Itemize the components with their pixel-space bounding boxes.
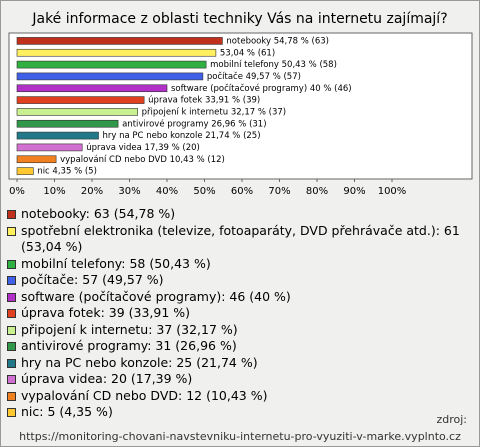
bar: [16, 119, 119, 128]
chart-title: Jaké informace z oblasti techniky Vás na…: [31, 11, 447, 27]
x-tick-label: 0%: [9, 186, 25, 197]
legend-swatch: [7, 391, 16, 401]
legend-label: nic: 5 (4,35 %): [21, 404, 113, 419]
legend-item: úprava videa: 20 (17,39 %): [7, 371, 469, 388]
legend-label: mobilní telefony: 58 (50,43 %): [21, 255, 211, 271]
legend-swatch: [7, 292, 16, 302]
x-tick-label: 30%: [118, 186, 140, 197]
x-tick-label: 60%: [231, 186, 253, 197]
source-label: zdroj:: [436, 413, 467, 426]
bar: [16, 155, 57, 164]
bar: [16, 131, 99, 140]
legend-item: notebooky: 63 (54,78 %): [7, 206, 469, 223]
x-tick-label: 50%: [193, 186, 215, 197]
x-tick-label: 90%: [343, 186, 365, 197]
x-tick-label: 100%: [378, 186, 407, 197]
value-label: mobilní telefony 50,43 % (58): [210, 60, 337, 70]
legend-item: úprava fotek: 39 (33,91 %): [7, 305, 469, 322]
legend-swatch: [7, 259, 16, 269]
x-tick-label: 80%: [306, 186, 328, 197]
legend-label: hry na PC nebo konzole: 25 (21,74 %): [21, 354, 258, 370]
legend-swatch: [7, 325, 16, 335]
legend-label: počítače: 57 (49,57 %): [21, 272, 164, 287]
bar: [16, 143, 83, 152]
legend-label: software (počítačové programy): 46 (40 %…: [21, 288, 291, 304]
value-label: připojení k internetu 32,17 % (37): [142, 107, 286, 117]
legend-item: nic: 5 (4,35 %): [7, 404, 469, 421]
value-label: 53,04 % (61): [220, 48, 275, 58]
chart: Jaké informace z oblasti techniky Vás na…: [8, 11, 473, 197]
value-label: vypalování CD nebo DVD 10,43 % (12): [60, 155, 225, 165]
value-label: software (počítačové programy) 40 % (46): [171, 83, 352, 94]
value-label: notebooky 54,78 % (63): [226, 36, 329, 46]
value-label: hry na PC nebo konzole 21,74 % (25): [103, 131, 261, 141]
legend-item: antivirové programy: 31 (26,96 %): [7, 338, 469, 355]
value-label: úprava fotek 33,91 % (39): [148, 96, 260, 106]
legend-swatch: [7, 276, 16, 285]
value-label: nic 4,35 % (5): [37, 167, 97, 177]
legend-label: vypalování CD nebo DVD: 12 (10,43 %): [21, 387, 268, 403]
legend-swatch: [7, 342, 16, 351]
bar: [16, 84, 168, 93]
value-label: počítače 49,57 % (57): [207, 71, 301, 82]
legend-label: spotřební elektronika (televize, fotoapa…: [21, 222, 460, 255]
legend-swatch: [7, 408, 16, 417]
legend-item: počítače: 57 (49,57 %): [7, 272, 469, 289]
legend-label: úprava fotek: 39 (33,91 %): [21, 305, 191, 320]
legend-item: spotřební elektronika (televize, fotoapa…: [7, 223, 469, 256]
bar: [16, 48, 217, 57]
plot-area: [8, 32, 473, 180]
legend-label: antivirové programy: 31 (26,96 %): [21, 338, 237, 353]
legend: notebooky: 63 (54,78 %) spotřební elektro…: [7, 206, 469, 421]
bar: [16, 60, 207, 69]
value-label: antivirové programy 26,96 % (31): [122, 118, 266, 129]
legend-label: úprava videa: 20 (17,39 %): [21, 371, 193, 386]
bar: [16, 96, 145, 104]
legend-item: hry na PC nebo konzole: 25 (21,74 %): [7, 355, 469, 372]
legend-item: připojení k internetu: 37 (32,17 %): [7, 322, 469, 339]
x-tick-label: 70%: [268, 186, 290, 197]
bar: [16, 167, 34, 175]
legend-swatch: [7, 358, 16, 368]
legend-label: notebooky: 63 (54,78 %): [21, 206, 176, 221]
legend-swatch: [7, 226, 16, 236]
bar: [16, 108, 138, 116]
x-tick-label: 40%: [156, 186, 178, 197]
legend-label: připojení k internetu: 37 (32,17 %): [21, 321, 238, 337]
legend-swatch: [7, 210, 16, 219]
bar: [16, 72, 204, 81]
value-label: úprava videa 17,39 % (20): [86, 143, 200, 153]
legend-swatch: [7, 309, 16, 318]
bar: [16, 37, 223, 45]
x-tick-label: 10%: [43, 186, 65, 197]
x-tick-label: 20%: [81, 186, 103, 197]
legend-swatch: [7, 375, 16, 384]
legend-item: software (počítačové programy): 46 (40 %…: [7, 289, 469, 306]
legend-item: mobilní telefony: 58 (50,43 %): [7, 256, 469, 273]
legend-item: vypalování CD nebo DVD: 12 (10,43 %): [7, 388, 469, 405]
source-url[interactable]: https://monitoring-chovani-navstevniku-i…: [19, 430, 461, 443]
